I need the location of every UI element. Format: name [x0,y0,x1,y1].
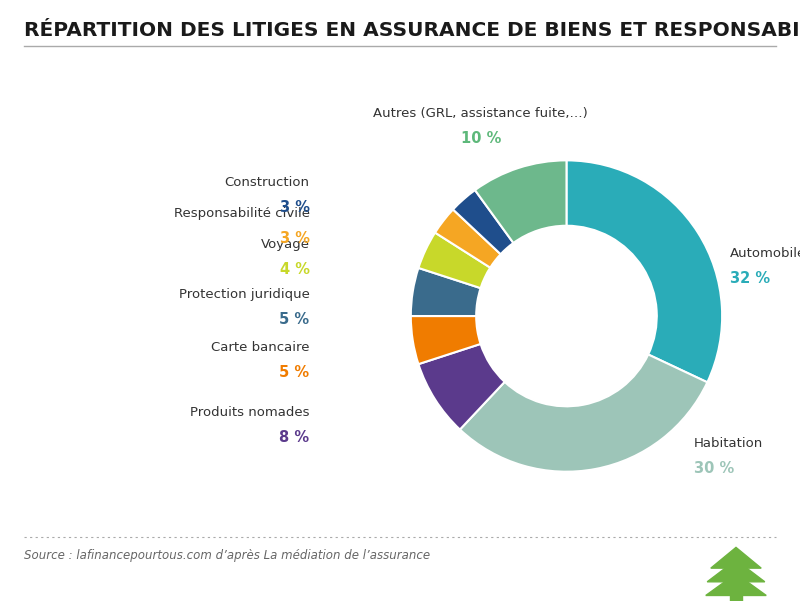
Text: Source : lafinancepourtous.com d’après La médiation de l’assurance: Source : lafinancepourtous.com d’après L… [24,549,430,562]
Text: Habitation: Habitation [694,437,763,450]
Wedge shape [411,268,481,316]
Text: 4 %: 4 % [280,262,310,277]
Wedge shape [435,209,501,268]
Text: Responsabilité civile: Responsabilité civile [174,207,310,220]
Text: 10 %: 10 % [461,131,501,146]
Wedge shape [453,190,514,254]
Wedge shape [475,160,566,243]
Wedge shape [418,344,505,430]
Text: 5 %: 5 % [279,311,310,327]
Text: Protection juridique: Protection juridique [178,288,310,300]
Text: 3 %: 3 % [280,231,310,246]
Text: Construction: Construction [225,175,310,189]
Text: 5 %: 5 % [279,365,310,379]
Text: Voyage: Voyage [261,238,310,251]
Wedge shape [411,316,481,364]
Wedge shape [418,232,490,288]
Text: Automobile: Automobile [730,247,800,260]
Polygon shape [707,560,765,582]
Polygon shape [706,574,766,595]
Text: 30 %: 30 % [694,461,734,476]
Text: Produits nomades: Produits nomades [190,406,310,419]
Text: 32 %: 32 % [730,271,770,286]
Text: Autres (GRL, assistance fuite,…): Autres (GRL, assistance fuite,…) [374,107,588,120]
Text: RÉPARTITION DES LITIGES EN ASSURANCE DE BIENS ET RESPONSABILITÉ: RÉPARTITION DES LITIGES EN ASSURANCE DE … [24,21,800,40]
Text: Carte bancaire: Carte bancaire [211,341,310,354]
Polygon shape [710,548,762,568]
Wedge shape [566,160,722,382]
Text: 8 %: 8 % [279,430,310,445]
Wedge shape [460,354,707,472]
Bar [730,592,742,601]
Text: 3 %: 3 % [280,200,310,214]
